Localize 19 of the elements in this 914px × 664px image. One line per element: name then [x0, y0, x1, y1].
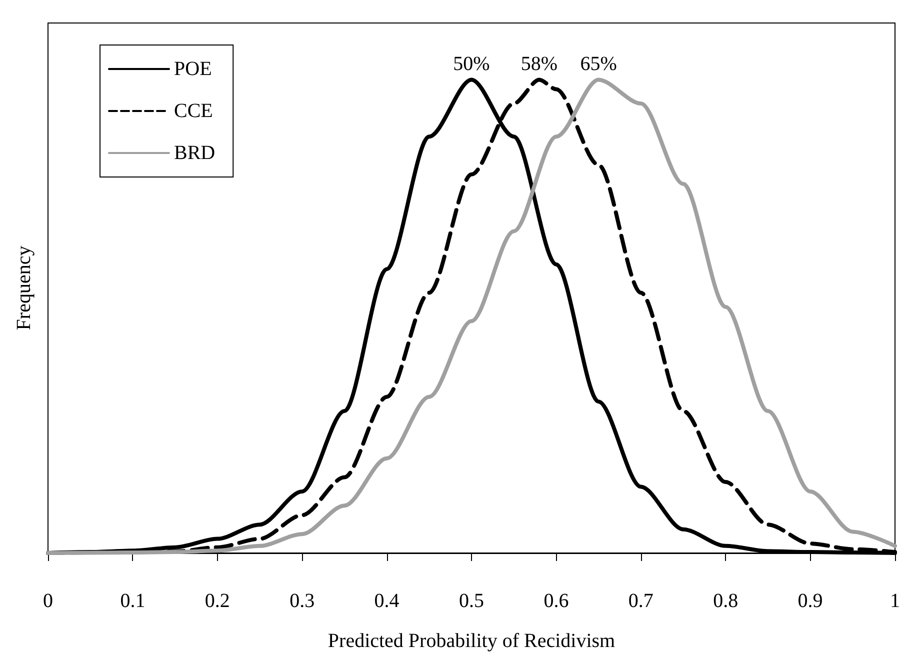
x-tick-label: 1 — [890, 590, 900, 612]
x-tick-label: 0.9 — [798, 590, 823, 612]
annotation: 58% — [520, 52, 558, 75]
x-tick-label: 0.1 — [120, 590, 146, 612]
legend-label: CCE — [174, 100, 213, 122]
x-tick-label: 0.8 — [713, 590, 738, 612]
x-tick-label: 0.6 — [544, 590, 569, 612]
x-tick-label: 0.5 — [459, 590, 484, 612]
x-tick-label: 0.3 — [290, 590, 315, 612]
y-axis-title: Frequency — [13, 246, 35, 330]
x-axis-title: Predicted Probability of Recidivism — [328, 630, 616, 652]
annotation: 50% — [453, 52, 490, 75]
x-tick-label: 0.4 — [374, 590, 400, 612]
x-tick-label: 0.7 — [628, 590, 654, 612]
legend-label: POE — [174, 58, 212, 80]
legend-label: BRD — [174, 142, 216, 164]
x-tick-label: 0.2 — [204, 590, 230, 612]
annotation: 65% — [580, 52, 617, 75]
x-tick-label: 0 — [43, 590, 53, 612]
